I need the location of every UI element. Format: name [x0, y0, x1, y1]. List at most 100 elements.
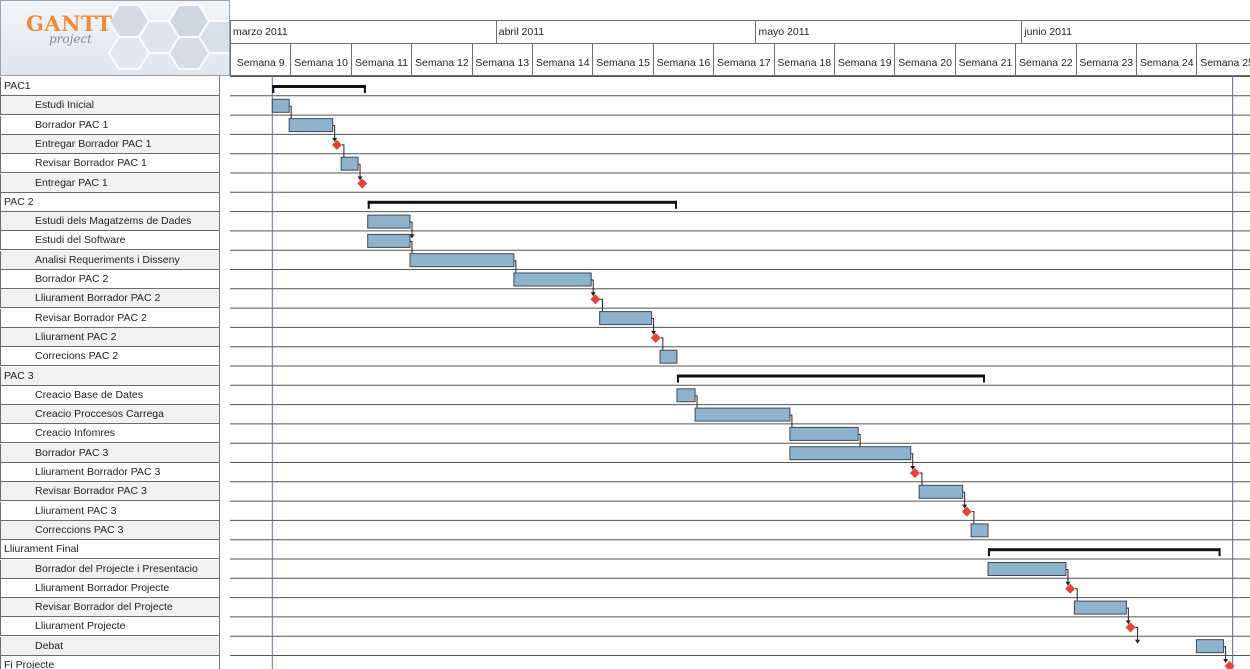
summary-bar-pac-2[interactable]	[367, 200, 677, 204]
milestone-lliurament-borrador-pac-2[interactable]	[590, 294, 601, 305]
milestone-lliurament-projecte[interactable]	[1125, 622, 1136, 633]
task-bar-creacio-base-de-dates[interactable]	[676, 388, 696, 403]
task-bar-estudi-inicial[interactable]	[271, 98, 290, 113]
task-row-lliurament-final[interactable]: Lliurament Final	[0, 540, 219, 560]
task-row-entregar-pac-1[interactable]: Entregar PAC 1	[0, 173, 219, 193]
task-row-borrador-del-projecte-i-presentacio[interactable]: Borrador del Projecte i Presentacio	[0, 559, 219, 579]
dependency-connector	[962, 491, 966, 507]
task-bar-creacio-infomres[interactable]	[789, 426, 859, 441]
milestone-lliurament-borrador-projecte[interactable]	[1065, 583, 1076, 594]
week-header-semana-10: Semana 10	[290, 44, 351, 76]
task-name: Estudi Inicial	[35, 99, 94, 112]
task-bar-creacio-proccesos-carrega[interactable]	[694, 407, 791, 422]
summary-bar-cap	[1218, 548, 1221, 557]
milestone-lliurament-pac-3[interactable]	[961, 506, 972, 517]
task-row-creacio-base-de-dates[interactable]: Creacio Base de Dates	[0, 385, 219, 405]
milestone-fi-projecte[interactable]	[1224, 661, 1235, 669]
task-row-pac1[interactable]: PAC1	[0, 77, 219, 96]
dependency-connector	[409, 240, 413, 256]
task-bar-revisar-borrador-pac-3[interactable]	[918, 484, 964, 499]
panel-splitter[interactable]	[220, 76, 230, 669]
week-header-semana-22: Semana 22	[1015, 44, 1076, 76]
task-bar-estudi-del-software[interactable]	[367, 233, 411, 248]
task-row-pac-2[interactable]: PAC 2	[0, 192, 219, 212]
task-row-borrador-pac-3[interactable]: Borrador PAC 3	[0, 443, 219, 463]
week-header-semana-24: Semana 24	[1136, 44, 1197, 76]
dependency-connector	[513, 260, 517, 275]
task-bar-revisar-borrador-pac-1[interactable]	[340, 156, 359, 171]
task-row-creacio-infomres[interactable]: Creacio Infomres	[0, 424, 219, 444]
dependency-connector	[591, 279, 594, 295]
gantt-chart	[230, 76, 1250, 669]
week-header-semana-16: Semana 16	[652, 44, 714, 76]
summary-bar-lliurament-final[interactable]	[988, 548, 1221, 552]
dependency-arrow-icon	[357, 176, 363, 181]
week-header-semana-12: Semana 12	[411, 44, 472, 76]
task-row-estudi-del-software[interactable]: Estudi del Software	[0, 231, 219, 251]
month-header-marzo-2011: marzo 2011	[230, 20, 496, 44]
task-row-revisar-borrador-pac-1[interactable]: Revisar Borrador PAC 1	[0, 154, 219, 174]
summary-bar-pac1[interactable]	[272, 85, 366, 88]
month-header-junio-2011: junio 2011	[1021, 20, 1250, 44]
task-row-analisi-requeriments-i-disseny[interactable]: Analisi Requeriments i Disseny	[0, 250, 219, 270]
task-bar-borrador-del-projecte-i-presentacio[interactable]	[987, 562, 1067, 576]
task-row-lliurament-borrador-pac-3[interactable]: Lliurament Borrador PAC 3	[0, 463, 219, 482]
task-name: Lliurament Borrador PAC 2	[35, 292, 161, 305]
summary-bar-cap	[674, 200, 677, 209]
task-row-estudi-inicial[interactable]: Estudi Inicial	[0, 96, 219, 116]
milestone-entregar-pac-1[interactable]	[357, 178, 368, 189]
task-name: PAC1	[4, 80, 31, 92]
task-row-lliurament-borrador-pac-2[interactable]: Lliurament Borrador PAC 2	[0, 289, 219, 309]
milestone-lliurament-borrador-pac-3[interactable]	[909, 468, 920, 478]
task-row-pac-3[interactable]: PAC 3	[0, 366, 219, 386]
task-row-entregar-borrador-pac-1[interactable]: Entregar Borrador PAC 1	[0, 134, 219, 154]
task-name: Lliurament PAC 3	[35, 504, 117, 517]
dependency-arrow-icon	[651, 330, 657, 335]
task-row-revisar-borrador-pac-3[interactable]: Revisar Borrador PAC 3	[0, 482, 219, 502]
task-row-correcions-pac-2[interactable]: Correcions PAC 2	[0, 347, 219, 367]
task-name: Entregar PAC 1	[35, 176, 108, 189]
task-bar-revisar-borrador-pac-2[interactable]	[599, 311, 653, 326]
task-row-estudi-dels-magatzems-de-dades[interactable]: Estudi dels Magatzems de Dades	[0, 212, 219, 232]
milestone-entregar-borrador-pac-1[interactable]	[331, 139, 342, 150]
task-row-lliurament-pac-3[interactable]: Lliurament PAC 3	[0, 501, 219, 521]
task-row-debat[interactable]: Debat	[0, 636, 219, 656]
task-bar-revisar-borrador-del-projecte[interactable]	[1073, 600, 1127, 615]
task-name: Debat	[35, 639, 64, 652]
task-bar-estudi-dels-magatzems-de-dades[interactable]	[367, 214, 411, 229]
task-row-fi-projecte[interactable]: Fi Projecte	[0, 656, 219, 669]
task-bar-debat[interactable]	[1195, 639, 1225, 654]
task-name: Lliurament Projecte	[35, 620, 126, 633]
task-row-lliurament-projecte[interactable]: Lliurament Projecte	[0, 617, 219, 637]
task-name: Entregar Borrador PAC 1	[35, 137, 152, 150]
week-header-semana-9: Semana 9	[230, 44, 291, 76]
task-row-lliurament-borrador-projecte[interactable]: Lliurament Borrador Projecte	[0, 578, 219, 598]
summary-bar-pac-3[interactable]	[676, 374, 985, 378]
task-row-revisar-borrador-del-projecte[interactable]: Revisar Borrador del Projecte	[0, 598, 219, 618]
task-name: Revisar Borrador PAC 2	[35, 311, 147, 324]
task-row-borrador-pac-2[interactable]: Borrador PAC 2	[0, 270, 219, 289]
task-row-correccions-pac-3[interactable]: Correccions PAC 3	[0, 520, 219, 540]
task-bar-borrador-pac-1[interactable]	[288, 118, 334, 133]
task-bar-analisi-requeriments-i-disseny[interactable]	[409, 253, 515, 268]
week-header-semana-11: Semana 11	[350, 44, 412, 76]
task-name: Creacio Infomres	[35, 427, 115, 440]
task-bar-borrador-pac-2[interactable]	[513, 272, 592, 287]
task-bar-borrador-pac-3[interactable]	[789, 446, 912, 461]
task-row-revisar-borrador-pac-2[interactable]: Revisar Borrador PAC 2	[0, 308, 219, 328]
task-name: Correccions PAC 3	[35, 523, 124, 536]
task-row-lliurament-pac-2[interactable]: Lliurament PAC 2	[0, 327, 219, 347]
dependency-arrow-icon	[1125, 620, 1131, 625]
milestone-lliurament-pac-2[interactable]	[650, 332, 661, 343]
task-row-creacio-proccesos-carrega[interactable]: Creacio Proccesos Carrega	[0, 405, 219, 425]
task-name: Lliurament PAC 2	[35, 330, 117, 343]
task-bar-correcions-pac-2[interactable]	[659, 349, 678, 364]
dependency-arrow-icon	[910, 466, 916, 470]
task-bar-correccions-pac-3[interactable]	[970, 523, 989, 538]
gantt-chart-area	[230, 76, 1250, 669]
dependency-connector	[858, 433, 861, 449]
dependency-connector	[660, 337, 664, 353]
dependency-connector	[1126, 607, 1129, 623]
task-row-borrador-pac-1[interactable]: Borrador PAC 1	[0, 115, 219, 135]
timeline-header: marzo 2011 abril 2011 mayo 2011 junio 2011 S…	[230, 0, 1250, 76]
